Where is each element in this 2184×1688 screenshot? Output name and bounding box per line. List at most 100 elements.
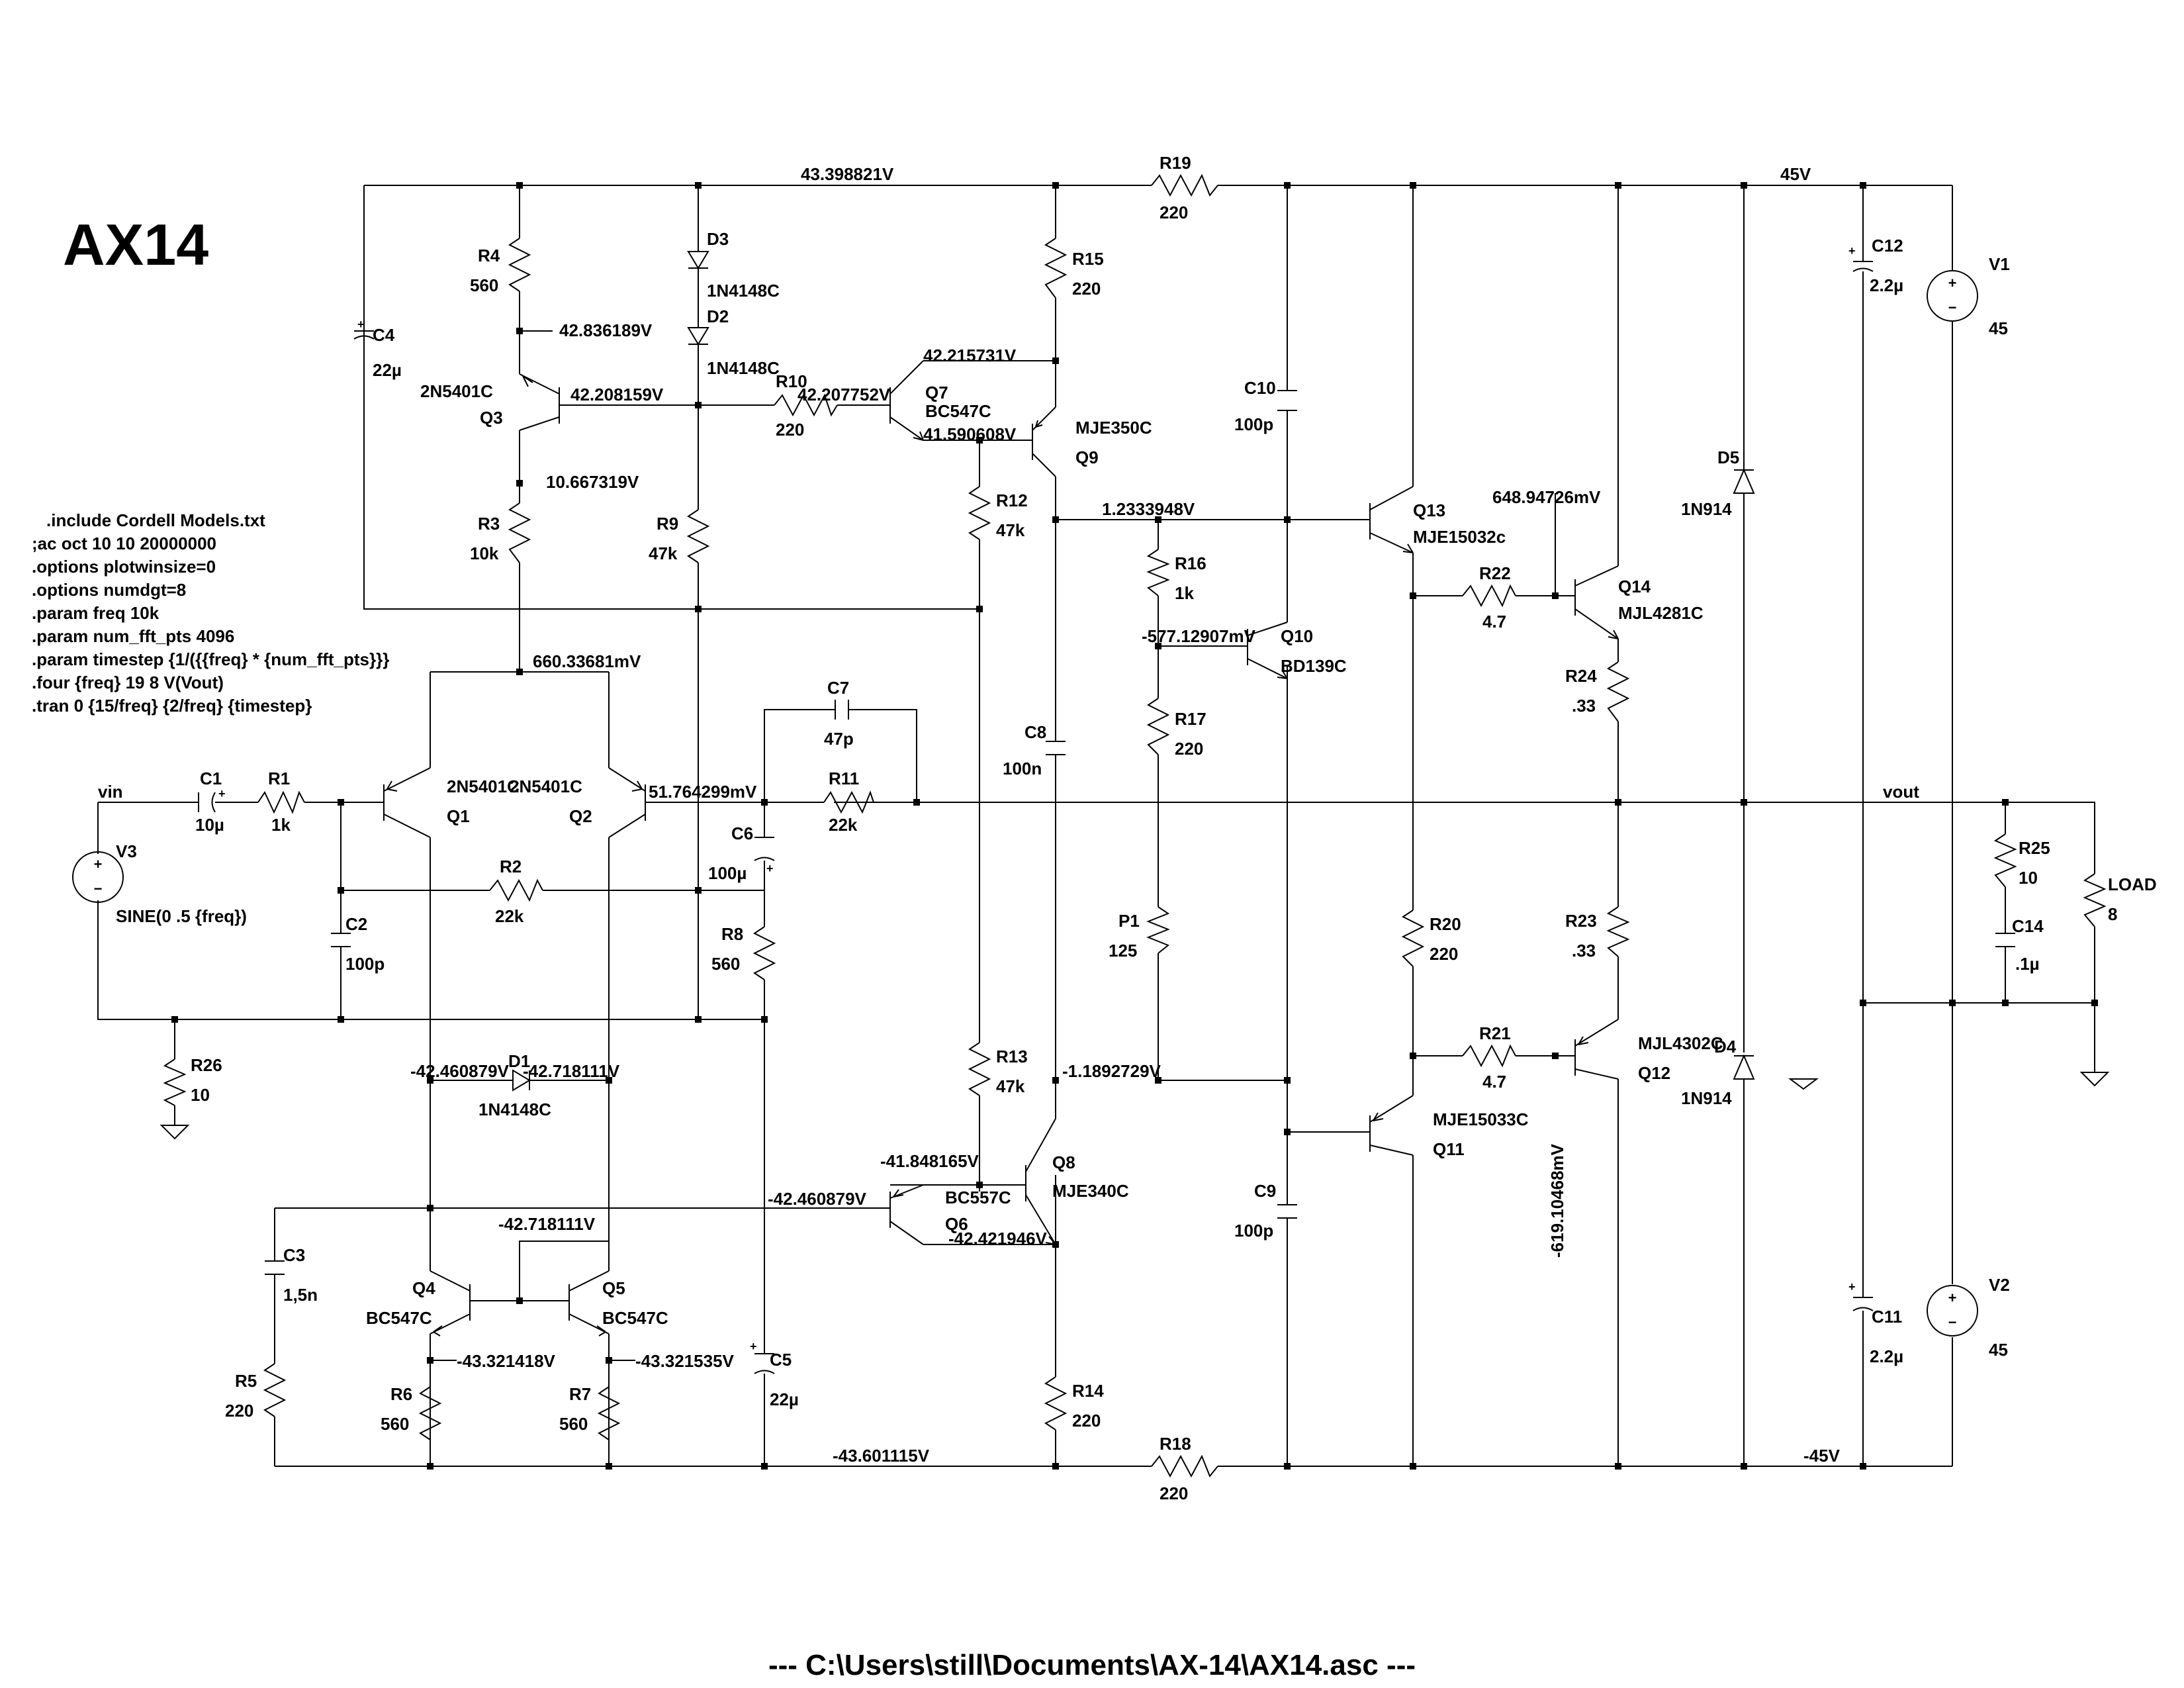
- capacitor-C7: [835, 700, 849, 720]
- label-Q1-value: 2N5401C: [447, 776, 520, 796]
- resistor-R21: [1462, 1044, 1516, 1068]
- capacitor-C2: [331, 933, 351, 947]
- directive-line: .tran 0 {15/freq} {2/freq} {timestep}: [32, 696, 312, 716]
- label-V1-name: V1: [1989, 254, 2010, 274]
- label-R9-value: 47k: [649, 543, 678, 563]
- label-C3-name: C3: [283, 1245, 305, 1265]
- op-point: -43.601115V: [833, 1446, 930, 1466]
- net-label-vout: vout: [1883, 782, 1919, 802]
- label-C2-value: 100p: [345, 954, 385, 974]
- label-D1-name: D1: [508, 1051, 530, 1071]
- voltage-source-V1: [1927, 270, 1978, 322]
- label-R20-value: 220: [1430, 944, 1458, 964]
- label-C12-name: C12: [1872, 236, 1903, 256]
- label-Q6-name: Q6: [945, 1214, 968, 1234]
- label-D5-name: D5: [1717, 447, 1739, 467]
- label-R19-name: R19: [1160, 153, 1191, 173]
- label-R23-value: .33: [1572, 941, 1596, 961]
- directive-line: .param num_fft_pts 4096: [32, 626, 234, 646]
- wires: [97, 185, 2095, 1467]
- label-R11-value: 22k: [829, 815, 858, 835]
- op-point: -42.421946V: [948, 1229, 1048, 1248]
- op-point: 42.207752V: [797, 385, 891, 404]
- label-R17-name: R17: [1175, 709, 1206, 729]
- resistor-R24: [1606, 661, 1630, 722]
- label-R2-value: 22k: [495, 906, 524, 926]
- label-R26-name: R26: [191, 1055, 222, 1075]
- label-Q1-name: Q1: [447, 806, 470, 826]
- capacitor-C3: [265, 1260, 285, 1275]
- op-point: 648.94726mV: [1492, 487, 1601, 507]
- capacitor-C5: [754, 1353, 775, 1374]
- label-R3-name: R3: [478, 514, 500, 534]
- file-path-footer: --- C:\Users\still\Documents\AX-14\AX14.…: [768, 1649, 1416, 1681]
- transistor-symbols: [383, 360, 1619, 1364]
- diode-symbols: [512, 251, 1755, 1092]
- label-R16-name: R16: [1175, 553, 1206, 573]
- label-R18-value: 220: [1160, 1483, 1188, 1503]
- directive-line: .param freq 10k: [32, 603, 159, 623]
- label-R6-value: 560: [381, 1414, 409, 1434]
- capacitor-C11: [1852, 1297, 1874, 1311]
- label-Q11-value: MJE15033C: [1433, 1109, 1529, 1129]
- transistor-Q9: [1032, 406, 1056, 477]
- label-C14-name: C14: [2012, 916, 2044, 936]
- label-R4-name: R4: [478, 246, 500, 265]
- label-C7-name: C7: [827, 678, 849, 698]
- label-R10-value: 220: [776, 420, 804, 440]
- directive-line: .options numdgt=8: [32, 580, 186, 600]
- label-Q10-name: Q10: [1281, 626, 1313, 646]
- label-D4-value: 1N914: [1681, 1088, 1732, 1108]
- resistor-symbols: [163, 173, 2107, 1478]
- diode-D1: [512, 1069, 531, 1092]
- label-C3-value: 1,5n: [283, 1285, 318, 1305]
- label-R2-name: R2: [500, 857, 522, 876]
- label-R21-value: 4.7: [1482, 1072, 1506, 1092]
- label-R12-value: 47k: [996, 520, 1025, 540]
- label-R15-value: 220: [1072, 279, 1101, 299]
- capacitor-C1: [198, 792, 216, 813]
- label-Q6-value: BC557C: [945, 1188, 1011, 1207]
- resistor-LOAD: [2083, 873, 2107, 927]
- transistor-Q6: [889, 1184, 924, 1245]
- net-label-pos-rail: 45V: [1780, 164, 1811, 184]
- label-Q8-name: Q8: [1052, 1152, 1075, 1172]
- directive-line: .four {freq} 19 8 V(Vout): [32, 673, 224, 692]
- resistor-R23: [1606, 906, 1630, 957]
- label-R5-value: 220: [225, 1401, 253, 1421]
- label-C10-value: 100p: [1234, 414, 1273, 434]
- label-Q5-name: Q5: [602, 1278, 625, 1298]
- label-C5-value: 22µ: [770, 1389, 799, 1409]
- directive-line: .include Cordell Models.txt: [46, 510, 265, 530]
- resistor-R4: [508, 238, 531, 292]
- capacitor-C4: [353, 330, 375, 340]
- resistor-R10: [774, 393, 838, 417]
- net-label-vin: vin: [98, 782, 123, 802]
- label-R24-name: R24: [1565, 666, 1597, 686]
- op-point: 1.2333948V: [1102, 499, 1195, 519]
- label-Q12-value: MJL4302C: [1638, 1033, 1723, 1053]
- label-R13-name: R13: [996, 1047, 1028, 1066]
- label-C1-value: 10µ: [195, 815, 224, 835]
- label-R14-name: R14: [1072, 1381, 1104, 1401]
- resistor-R9: [686, 509, 710, 563]
- svg-text:+: +: [1848, 244, 1856, 258]
- label-R9-name: R9: [657, 514, 678, 534]
- capacitor-C8: [1046, 741, 1066, 755]
- op-point: -43.321418V: [457, 1351, 556, 1371]
- label-R12-name: R12: [996, 491, 1028, 510]
- transistor-Q3: [519, 373, 560, 431]
- diode-D4: [1733, 1054, 1755, 1080]
- label-R20-name: R20: [1430, 914, 1461, 934]
- label-R1-name: R1: [268, 769, 290, 788]
- label-Q10-value: BD139C: [1281, 656, 1347, 676]
- label-R24-value: .33: [1572, 696, 1596, 716]
- capacitor-C14: [1995, 933, 2015, 947]
- op-point: -577.12907mV: [1142, 626, 1256, 646]
- label-Q2-value: 2N5401C: [510, 776, 582, 796]
- label-R23-name: R23: [1565, 911, 1597, 931]
- capacitor-symbols: + + + + + +: [198, 244, 2015, 1374]
- svg-text:−: −: [1948, 1314, 1957, 1331]
- spice-directives: .include Cordell Models.txt ;ac oct 10 1…: [32, 510, 389, 716]
